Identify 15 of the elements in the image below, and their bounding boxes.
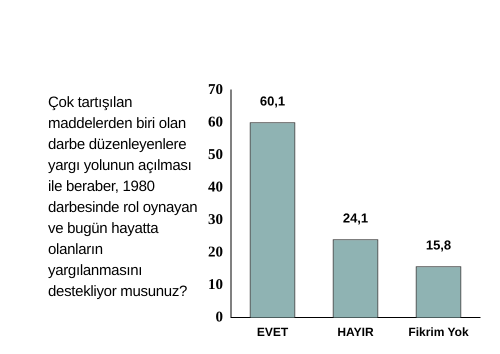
x-tick-label: HAYIR <box>337 325 374 340</box>
data-label: 15,8 <box>426 237 452 252</box>
y-tick-label: 10 <box>208 276 223 293</box>
data-label: 24,1 <box>342 210 368 226</box>
y-tick-label: 30 <box>208 212 223 228</box>
y-tick-label: 50 <box>208 146 223 163</box>
chart-title: Çok tartışılan maddelerden biri olan darbe düzenleyenlere yargı yolunun açılması ile beraber, 1980 darbesinde rol oynayan ve bugün hayatta olanların yargılanmasını destekliyor musunuz? <box>48 94 198 300</box>
y-tick-label: 20 <box>208 244 223 260</box>
y-tick-label: 60 <box>208 114 223 130</box>
y-tick-label: 40 <box>208 179 223 196</box>
x-tick-label: EVET <box>256 325 289 340</box>
x-tick-label: Fikrim Yok <box>408 325 469 340</box>
y-tick-label: 0 <box>216 309 223 326</box>
y-tick-label: 70 <box>208 82 223 98</box>
data-label: 60,1 <box>260 93 286 108</box>
